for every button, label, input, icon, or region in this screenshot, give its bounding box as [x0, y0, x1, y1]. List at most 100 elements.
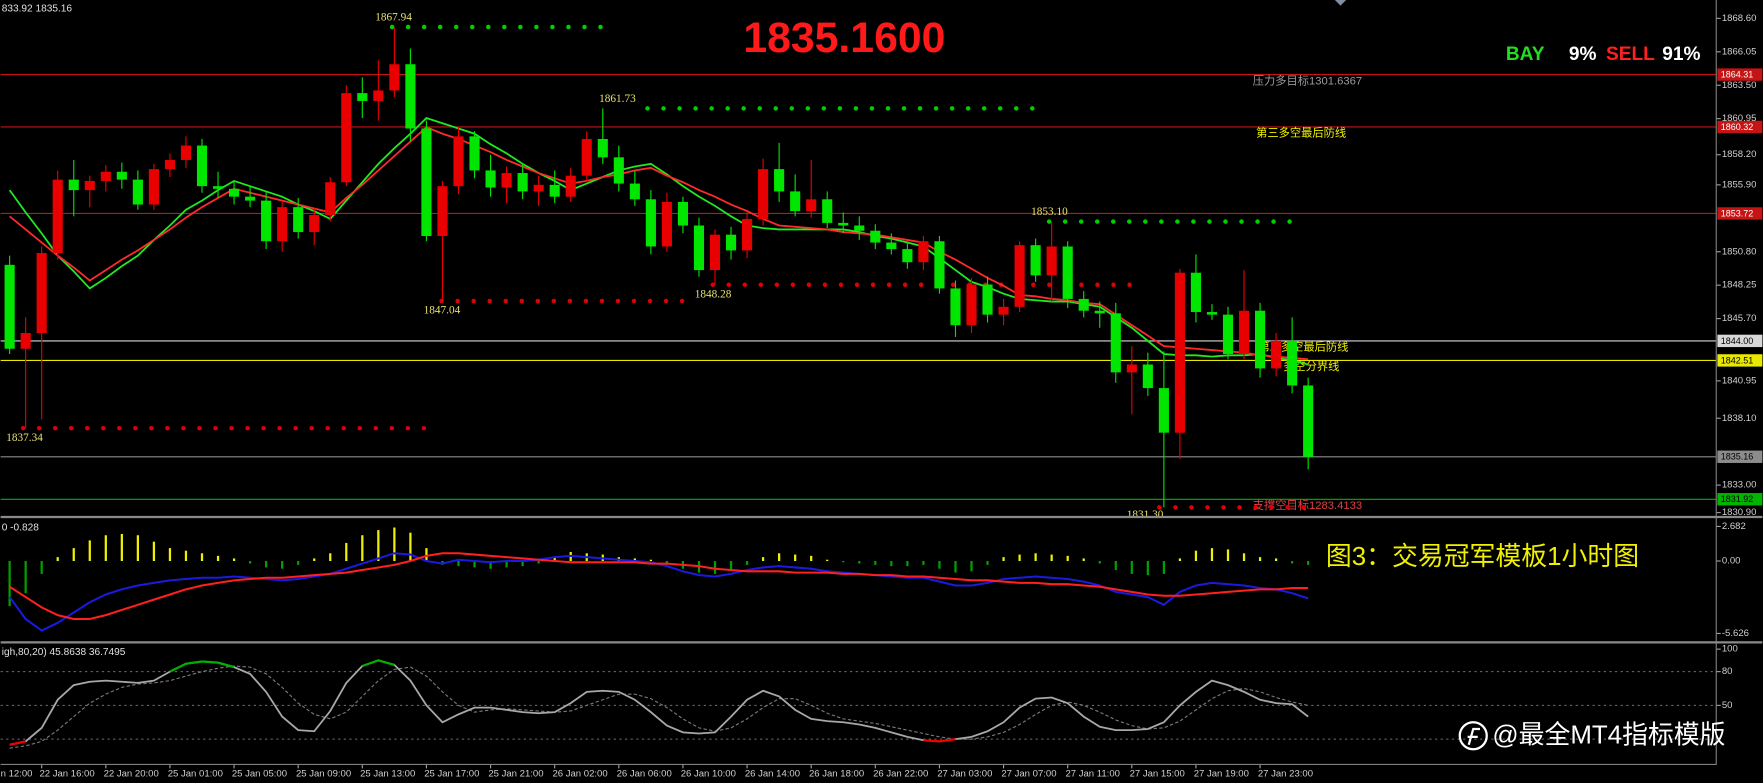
- candle-body: [1158, 388, 1169, 433]
- x-tick-label: 26 Jan 06:00: [617, 769, 672, 780]
- extreme-segment: [201, 660, 219, 664]
- level-price-box: [1717, 120, 1763, 134]
- candle-body: [325, 182, 336, 216]
- candle-body: [148, 169, 159, 205]
- candle-body: [501, 173, 512, 188]
- current-price: 1835.1600: [743, 14, 945, 62]
- candle-body: [950, 288, 961, 326]
- candle-body: [116, 171, 127, 180]
- candle-body: [549, 184, 560, 197]
- candle-body: [469, 136, 480, 171]
- candle-body: [758, 169, 769, 219]
- moving-average: [9, 126, 1309, 361]
- candle-body: [309, 215, 320, 233]
- level-note: 压力多目标1301.6367: [1253, 73, 1362, 87]
- candle-body: [565, 175, 576, 197]
- watermark: @最全MT4指标模版: [1492, 721, 1725, 750]
- candle-body: [84, 180, 95, 191]
- candle-body: [1174, 272, 1185, 433]
- candle-body: [100, 171, 111, 181]
- candle-body: [1126, 364, 1137, 373]
- y-tick-label: 1830.90: [1722, 507, 1757, 518]
- dotted-level-label: 1867.94: [375, 12, 412, 24]
- x-tick-label: 27 Jan 19:00: [1194, 769, 1249, 780]
- candle-body: [421, 128, 432, 236]
- candle-body: [1094, 310, 1105, 314]
- candle-body: [982, 284, 993, 315]
- dotted-level-label: 1847.04: [424, 305, 461, 317]
- candle-body: [1206, 312, 1218, 315]
- dotted-level-label: 1848.28: [695, 288, 732, 300]
- oscillator-header: igh,80,20) 45.8638 36.7495: [2, 647, 126, 658]
- x-tick-label: 26 Jan 02:00: [552, 769, 607, 780]
- y-tick-label: 1845.70: [1722, 313, 1757, 324]
- x-tick-label: 26 Jan 22:00: [873, 769, 928, 780]
- candle-body: [1222, 314, 1234, 354]
- x-tick-label: 27 Jan 07:00: [1001, 769, 1056, 780]
- dotted-level-label: 1861.73: [599, 93, 636, 105]
- candle-body: [132, 179, 143, 205]
- candle-body: [517, 173, 528, 192]
- candle-body: [4, 264, 15, 349]
- x-tick-label: 27 Jan 03:00: [937, 769, 992, 780]
- y-tick-label: 1838.10: [1722, 413, 1757, 424]
- candle-body: [1255, 310, 1266, 369]
- moving-average: [8, 116, 1309, 366]
- candle-body: [1142, 364, 1153, 389]
- y-tick-label: 0.00: [1722, 556, 1741, 567]
- dotted-level-label: 1853.10: [1031, 206, 1068, 218]
- candle-body: [293, 207, 304, 233]
- level-price-box: [1717, 450, 1763, 463]
- candle-body: [645, 199, 656, 247]
- level-note: 支撑空目标1283.4133: [1253, 498, 1362, 512]
- candle-body: [677, 201, 688, 226]
- level-price-label: 1842.51: [1721, 355, 1754, 365]
- candle-body: [854, 225, 865, 231]
- extreme-segment: [169, 662, 187, 673]
- extreme-segment: [378, 659, 395, 666]
- candle-body: [1287, 340, 1298, 386]
- level-price-box: [1717, 207, 1763, 220]
- candle-body: [1110, 313, 1121, 373]
- candle-body: [709, 234, 721, 271]
- y-tick-label: 100: [1722, 644, 1738, 655]
- candle-body: [966, 284, 977, 326]
- watermark-group: @最全MT4指标模版: [1458, 721, 1726, 751]
- candle-body: [357, 93, 368, 101]
- x-tick-label: 27 Jan 11:00: [1065, 769, 1120, 780]
- plot-layer: 1864.31 压力多目标1301.6367 1860.32 第三多空最后防线 1853…: [0, 12, 1763, 780]
- candle-body: [212, 186, 224, 189]
- buy-percent: 9%: [1569, 44, 1597, 65]
- candle-body: [20, 333, 31, 349]
- extreme-segment: [185, 660, 203, 665]
- y-tick-label: 1866.05: [1722, 46, 1757, 57]
- candle-body: [934, 241, 945, 289]
- candle-body: [277, 207, 288, 242]
- candle-body: [261, 200, 272, 242]
- extreme-segment: [217, 661, 235, 669]
- level-price-label: 1864.31: [1721, 70, 1754, 80]
- candle-body: [1062, 246, 1073, 299]
- candle-body: [533, 184, 544, 192]
- candle-body: [1046, 246, 1057, 276]
- candle-body: [613, 157, 624, 184]
- x-tick-label: 25 Jan 01:00: [168, 769, 223, 780]
- candle-body: [453, 136, 464, 187]
- candle-body: [998, 306, 1009, 315]
- candle-body: [581, 138, 592, 176]
- y-tick-label: 2.682: [1722, 521, 1746, 532]
- candle-body: [1303, 385, 1314, 457]
- candle-body: [822, 199, 833, 223]
- candle-body: [597, 138, 608, 158]
- x-tick-label: 27 Jan 23:00: [1258, 769, 1313, 780]
- candle-body: [229, 188, 240, 197]
- y-tick-label: 1860.95: [1722, 113, 1757, 124]
- y-tick-label: 1868.60: [1722, 13, 1757, 24]
- candle-body: [373, 90, 384, 101]
- watermark-logo: [1458, 721, 1488, 751]
- x-tick-label: 27 Jan 15:00: [1130, 769, 1185, 780]
- sell-label: SELL: [1606, 44, 1655, 65]
- y-tick-label: 1840.95: [1722, 375, 1757, 386]
- y-tick-label: 1858.20: [1722, 149, 1757, 160]
